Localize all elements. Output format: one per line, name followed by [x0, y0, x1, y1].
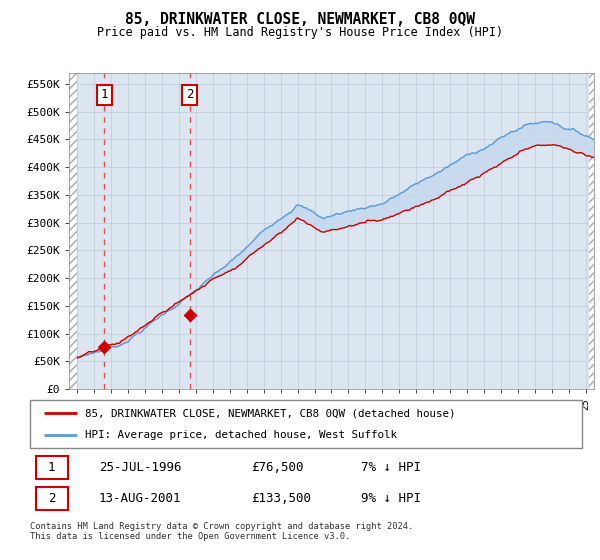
Text: 2: 2: [186, 88, 193, 101]
Text: £133,500: £133,500: [251, 492, 311, 505]
Bar: [69, 73, 77, 389]
FancyBboxPatch shape: [35, 487, 68, 510]
Text: Contains HM Land Registry data © Crown copyright and database right 2024.
This d: Contains HM Land Registry data © Crown c…: [30, 522, 413, 542]
Text: HPI: Average price, detached house, West Suffolk: HPI: Average price, detached house, West…: [85, 430, 397, 440]
Text: 25-JUL-1996: 25-JUL-1996: [99, 461, 182, 474]
Text: 85, DRINKWATER CLOSE, NEWMARKET, CB8 0QW: 85, DRINKWATER CLOSE, NEWMARKET, CB8 0QW: [125, 12, 475, 27]
Text: 2: 2: [48, 492, 55, 505]
FancyBboxPatch shape: [35, 456, 68, 479]
Text: Price paid vs. HM Land Registry's House Price Index (HPI): Price paid vs. HM Land Registry's House …: [97, 26, 503, 39]
Text: 85, DRINKWATER CLOSE, NEWMARKET, CB8 0QW (detached house): 85, DRINKWATER CLOSE, NEWMARKET, CB8 0QW…: [85, 408, 456, 418]
Text: 1: 1: [48, 461, 55, 474]
Text: 9% ↓ HPI: 9% ↓ HPI: [361, 492, 421, 505]
Bar: [589, 73, 594, 389]
Text: 13-AUG-2001: 13-AUG-2001: [99, 492, 182, 505]
Text: 1: 1: [100, 88, 108, 101]
Text: £76,500: £76,500: [251, 461, 304, 474]
FancyBboxPatch shape: [30, 400, 582, 448]
Text: 7% ↓ HPI: 7% ↓ HPI: [361, 461, 421, 474]
